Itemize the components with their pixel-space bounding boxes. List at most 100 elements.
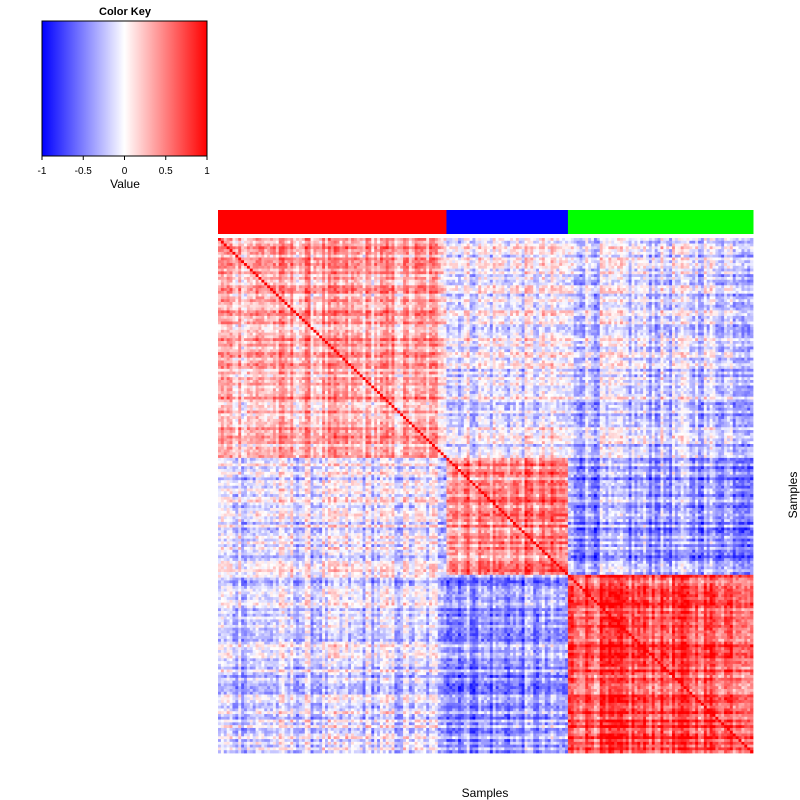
heatmap-cell <box>232 241 235 244</box>
heatmap-cell <box>499 241 502 244</box>
heatmap-cell <box>623 257 626 260</box>
heatmap-cell <box>400 266 403 269</box>
heatmap-cell <box>256 299 259 302</box>
heatmap-cell <box>444 246 447 249</box>
heatmap-cell <box>730 296 733 299</box>
heatmap-cell <box>686 252 689 255</box>
heatmap-cell <box>470 283 473 286</box>
heatmap-cell <box>328 296 331 299</box>
heatmap-cell <box>548 241 551 244</box>
heatmap-cell <box>623 269 626 272</box>
heatmap-cell <box>285 285 288 288</box>
heatmap-cell <box>218 302 221 305</box>
heatmap-cell <box>256 274 259 277</box>
heatmap-cell <box>296 241 299 244</box>
heatmap-cell <box>718 241 721 244</box>
heatmap-cell <box>530 277 533 280</box>
heatmap-cell <box>637 246 640 249</box>
heatmap-cell <box>415 285 418 288</box>
heatmap-cell <box>652 296 655 299</box>
heatmap-cell <box>348 244 351 247</box>
heatmap-cell <box>452 288 455 291</box>
heatmap-cell <box>293 257 296 260</box>
heatmap-cell <box>287 249 290 252</box>
heatmap-cell <box>744 285 747 288</box>
heatmap-cell <box>681 255 684 258</box>
heatmap-cell <box>383 255 386 258</box>
heatmap-cell <box>253 310 256 313</box>
heatmap-cell <box>646 277 649 280</box>
heatmap-cell <box>519 263 522 266</box>
heatmap-cell <box>658 285 661 288</box>
heatmap-cell <box>542 288 545 291</box>
heatmap-cell <box>389 271 392 274</box>
heatmap-cell <box>368 260 371 263</box>
heatmap-cell <box>339 310 342 313</box>
heatmap-cell <box>646 291 649 294</box>
heatmap-cell <box>684 310 687 313</box>
heatmap-cell <box>319 305 322 308</box>
heatmap-cell <box>374 274 377 277</box>
heatmap-cell <box>516 296 519 299</box>
heatmap-cell <box>626 296 629 299</box>
heatmap-cell <box>533 285 536 288</box>
heatmap-cell <box>530 246 533 249</box>
heatmap-cell <box>308 274 311 277</box>
heatmap-cell <box>565 274 568 277</box>
heatmap-cell <box>698 310 701 313</box>
heatmap-cell <box>704 294 707 297</box>
heatmap-cell <box>568 310 571 313</box>
heatmap-cell <box>293 263 296 266</box>
heatmap-cell <box>319 274 322 277</box>
heatmap-cell <box>305 246 308 249</box>
heatmap-cell <box>377 255 380 258</box>
heatmap-cell <box>562 283 565 286</box>
heatmap-cell <box>478 302 481 305</box>
heatmap-cell <box>747 257 750 260</box>
heatmap-cell <box>267 255 270 258</box>
heatmap-cell <box>342 299 345 302</box>
heatmap-cell <box>224 288 227 291</box>
heatmap-cell <box>305 285 308 288</box>
heatmap-cell <box>406 305 409 308</box>
heatmap-cell <box>261 271 264 274</box>
heatmap-cell <box>374 266 377 269</box>
heatmap-cell <box>455 283 458 286</box>
heatmap-cell <box>389 252 392 255</box>
heatmap-cell <box>750 294 753 297</box>
heatmap-cell <box>247 238 250 241</box>
heatmap-cell <box>727 280 730 283</box>
heatmap-cell <box>736 244 739 247</box>
heatmap-cell <box>718 271 721 274</box>
heatmap-cell <box>472 260 475 263</box>
heatmap-cell <box>363 299 366 302</box>
heatmap-cell <box>501 277 504 280</box>
heatmap-cell <box>600 277 603 280</box>
heatmap-cell <box>620 246 623 249</box>
heatmap-cell <box>380 280 383 283</box>
heatmap-cell <box>397 299 400 302</box>
heatmap-cell <box>256 288 259 291</box>
heatmap-cell <box>646 252 649 255</box>
heatmap-cell <box>218 271 221 274</box>
heatmap-cell <box>383 241 386 244</box>
heatmap-cell <box>684 285 687 288</box>
heatmap-cell <box>510 269 513 272</box>
heatmap-cell <box>270 310 273 313</box>
heatmap-cell <box>365 288 368 291</box>
heatmap-cell <box>545 283 548 286</box>
heatmap-cell <box>530 294 533 297</box>
heatmap-cell <box>250 269 253 272</box>
heatmap-cell <box>527 288 530 291</box>
heatmap-cell <box>545 296 548 299</box>
heatmap-cell <box>461 308 464 311</box>
heatmap-cell <box>530 296 533 299</box>
heatmap-cell <box>253 269 256 272</box>
heatmap-cell <box>386 263 389 266</box>
heatmap-cell <box>290 238 293 241</box>
heatmap-cell <box>415 255 418 258</box>
heatmap-cell <box>458 257 461 260</box>
heatmap-cell <box>533 252 536 255</box>
heatmap-cell <box>652 238 655 241</box>
heatmap-cell <box>403 241 406 244</box>
